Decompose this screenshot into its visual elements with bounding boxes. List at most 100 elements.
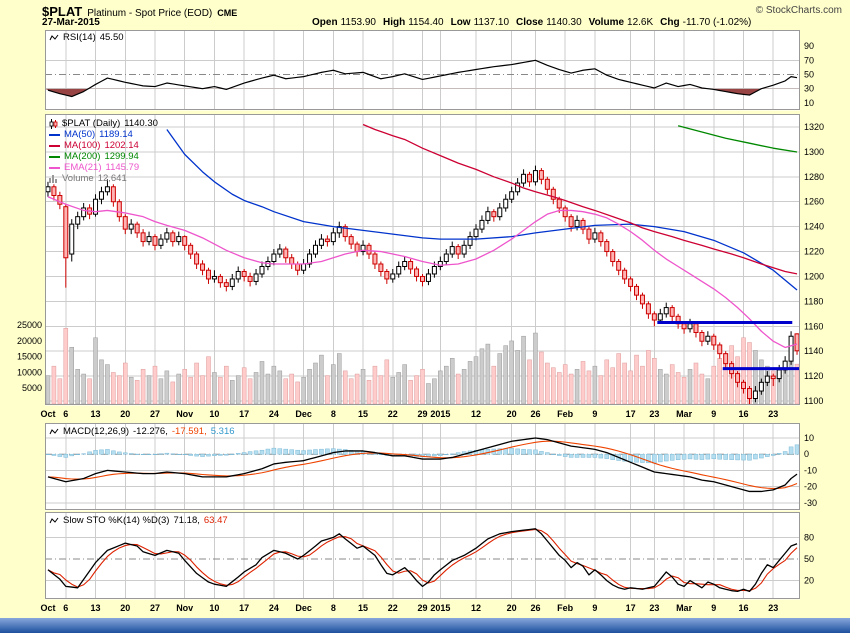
- svg-text:24: 24: [269, 603, 279, 613]
- svg-text:20: 20: [507, 603, 517, 613]
- stockcharts-footer-bar: [0, 618, 850, 633]
- svg-text:16: 16: [739, 603, 749, 613]
- svg-text:10: 10: [209, 409, 219, 419]
- svg-text:1260: 1260: [804, 197, 824, 207]
- svg-text:15: 15: [358, 409, 368, 419]
- candlestick-icon: [49, 118, 58, 129]
- svg-text:17: 17: [239, 409, 249, 419]
- ma50-value: 1189.14: [99, 129, 133, 140]
- svg-text:30: 30: [804, 84, 814, 94]
- svg-text:20: 20: [507, 409, 517, 419]
- macd-panel: 10 0 -10 -20 -30: [45, 423, 817, 511]
- svg-text:6: 6: [63, 603, 68, 613]
- volume-label: Volume: [62, 173, 94, 184]
- svg-text:2015: 2015: [430, 409, 450, 419]
- x-axis-labels-top: Oct 6 13 20 27 Nov 10 17 24 Dec 8 15 22 29 2015 12 20 26 F…: [40, 409, 778, 419]
- slow-sto-panel: 80 50 20: [45, 512, 814, 600]
- svg-text:24: 24: [269, 409, 279, 419]
- svg-text:25000: 25000: [17, 320, 42, 330]
- svg-text:-30: -30: [804, 498, 817, 508]
- svg-text:10: 10: [804, 98, 814, 108]
- ma100-label: MA(100): [64, 140, 101, 151]
- svg-text:Nov: Nov: [176, 603, 193, 613]
- svg-text:80: 80: [804, 532, 814, 542]
- svg-text:20: 20: [120, 603, 130, 613]
- svg-text:Mar: Mar: [676, 603, 693, 613]
- macd-value-signal: -17.591,: [171, 426, 207, 437]
- svg-text:26: 26: [530, 409, 540, 419]
- svg-text:50: 50: [804, 70, 814, 80]
- rsi-legend-label: RSI(14): [63, 32, 96, 43]
- symbol-description: Platinum - Spot Price (EOD): [87, 8, 213, 19]
- svg-text:1100: 1100: [804, 396, 823, 406]
- svg-text:9: 9: [592, 603, 597, 613]
- svg-text:26: 26: [530, 603, 540, 613]
- macd-value-line: -12.276,: [133, 426, 168, 437]
- svg-text:1180: 1180: [804, 296, 823, 306]
- chart-header: $PLAT Platinum - Spot Price (EOD) CME: [42, 3, 237, 21]
- svg-text:1280: 1280: [804, 172, 824, 182]
- svg-text:29: 29: [417, 603, 427, 613]
- svg-text:1320: 1320: [804, 122, 824, 132]
- ema21-value: 1145.79: [105, 162, 140, 173]
- rsi-panel: 90 70 50 30 10: [45, 30, 814, 111]
- svg-text:0: 0: [804, 449, 809, 459]
- svg-text:27: 27: [150, 603, 160, 613]
- quote-label: Chg: [660, 17, 680, 28]
- svg-text:22: 22: [388, 603, 398, 613]
- svg-text:1300: 1300: [804, 147, 824, 157]
- svg-text:5000: 5000: [22, 383, 42, 393]
- svg-text:13: 13: [91, 409, 101, 419]
- rsi-legend-value: 45.50: [99, 32, 124, 43]
- quote-date: 27-Mar-2015: [42, 17, 100, 28]
- quote-value: 1137.10: [473, 17, 509, 28]
- svg-text:70: 70: [804, 55, 814, 65]
- svg-text:Oct: Oct: [40, 409, 55, 419]
- line-chart-icon: [49, 34, 59, 41]
- svg-text:Oct: Oct: [40, 603, 55, 613]
- quote-value: -11.70 (-1.02%): [682, 17, 752, 28]
- svg-text:Nov: Nov: [176, 409, 193, 419]
- svg-text:8: 8: [331, 603, 336, 613]
- svg-text:23: 23: [768, 603, 778, 613]
- svg-text:Feb: Feb: [557, 603, 574, 613]
- ma50-line-icon: [49, 133, 60, 136]
- svg-text:6: 6: [63, 409, 68, 419]
- quote-label: High: [382, 17, 406, 28]
- svg-text:1200: 1200: [804, 271, 824, 281]
- svg-text:Mar: Mar: [676, 409, 693, 419]
- x-axis-labels-bottom: Oct 6 13 20 27 Nov 10 17 24 Dec 8 15 22 29 2015 12 20 26 F…: [40, 603, 778, 613]
- ema21-label: EMA(21): [64, 162, 102, 173]
- quote-label: Close: [516, 17, 544, 28]
- svg-text:12: 12: [471, 603, 481, 613]
- copyright-link[interactable]: © StockCharts.com: [755, 5, 842, 16]
- ema21-line-icon: [49, 166, 60, 169]
- svg-text:23: 23: [649, 603, 659, 613]
- volume-bars-icon: [49, 175, 57, 183]
- quote-value: 12.6K: [627, 17, 654, 28]
- svg-text:9: 9: [592, 409, 597, 419]
- svg-text:10: 10: [209, 603, 219, 613]
- svg-text:Feb: Feb: [557, 409, 574, 419]
- macd-legend-label: MACD(12,26,9): [63, 426, 129, 437]
- svg-text:20: 20: [120, 409, 130, 419]
- svg-text:-10: -10: [804, 465, 817, 475]
- svg-text:27: 27: [150, 409, 160, 419]
- price-panel: 1320 1300 1280 1260 1240 1220 1200 1180 1160 1140…: [17, 114, 824, 406]
- macd-value-hist: 5.316: [210, 426, 235, 437]
- svg-text:23: 23: [649, 409, 659, 419]
- exchange: CME: [217, 8, 238, 18]
- svg-text:1220: 1220: [804, 247, 824, 257]
- svg-text:10000: 10000: [17, 367, 42, 377]
- svg-text:13: 13: [91, 603, 101, 613]
- svg-text:17: 17: [239, 603, 249, 613]
- svg-text:9: 9: [711, 409, 716, 419]
- svg-text:12: 12: [471, 409, 481, 419]
- ema21-legend-row: EMA(21) 1145.79: [49, 162, 158, 173]
- price-legend: $PLAT (Daily) 1140.30 MA(50) 1189.14 MA(…: [49, 118, 158, 184]
- price-legend-title: $PLAT (Daily): [62, 118, 121, 129]
- ma50-label: MA(50): [64, 129, 96, 140]
- ma200-legend-row: MA(200) 1299.94: [49, 151, 158, 162]
- svg-text:-20: -20: [804, 482, 817, 492]
- svg-text:20: 20: [804, 576, 814, 586]
